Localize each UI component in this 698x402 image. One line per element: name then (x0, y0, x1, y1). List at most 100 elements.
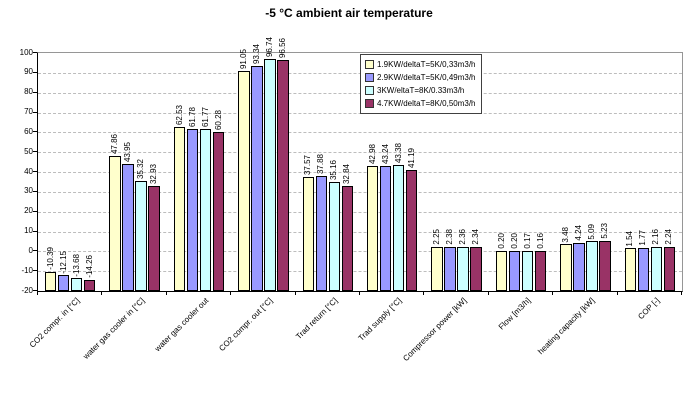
value-label: 5.23 (599, 223, 609, 239)
y-axis-tick (33, 230, 37, 232)
y-axis-tick (33, 151, 37, 153)
bar (212, 131, 225, 291)
value-label: 32.93 (149, 164, 159, 185)
bar (521, 250, 534, 291)
y-axis-tick (33, 131, 37, 133)
value-label: -14.26 (84, 254, 94, 278)
gridline (38, 231, 682, 233)
bar (560, 244, 572, 291)
legend-item: 3KW/eltaT=8K/0.33m3/h (365, 84, 476, 97)
y-axis-tick (33, 250, 37, 252)
bar (650, 247, 663, 291)
value-label: -12.15 (58, 250, 68, 274)
y-axis-tick-label: 80 (24, 87, 33, 97)
x-axis-tick (230, 291, 232, 295)
legend-series-label: 4.7KW/deltaT=8K/0,50m3/h (377, 99, 476, 108)
value-label: 43.24 (380, 143, 390, 164)
legend-item: 1.9KW/deltaT=5K/0,33m3/h (365, 58, 476, 71)
bar (264, 59, 276, 291)
bar (199, 128, 212, 291)
gridline (38, 251, 682, 253)
value-label: 62.53 (174, 105, 184, 126)
y-axis-tick-label: 10 (24, 226, 33, 235)
category-label: CO2 compr. in [°C] (27, 296, 82, 350)
x-axis-tick (294, 291, 296, 295)
bar (57, 275, 70, 291)
value-label: -10.39 (45, 247, 55, 270)
y-axis-tick (33, 91, 37, 93)
value-label: 43.38 (393, 143, 403, 164)
y-axis-tick (33, 52, 37, 53)
bar (341, 186, 354, 291)
y-axis-tick-label: 0 (28, 245, 33, 255)
y-axis-tick (33, 111, 37, 113)
bar (508, 250, 521, 291)
bar (470, 246, 482, 291)
x-axis-tick (616, 291, 618, 295)
value-label: 1.77 (638, 230, 648, 246)
value-label: 0.16 (535, 233, 545, 250)
value-label: 2.36 (458, 229, 468, 245)
legend-series-label: 2.9KW/deltaT=5K/0,49m3/h (377, 73, 476, 82)
value-label: 4.24 (573, 225, 583, 241)
gridline (38, 211, 682, 213)
y-axis-tick (33, 210, 37, 212)
bar (599, 240, 611, 291)
y-axis-tick-label: -20 (21, 285, 33, 295)
bar (328, 181, 341, 291)
bar (663, 246, 676, 291)
y-axis-tick (33, 290, 37, 291)
value-label: 41.19 (406, 147, 416, 168)
y-axis-tick-label: 40 (24, 166, 33, 176)
value-label: 93.34 (251, 44, 261, 65)
bar (495, 250, 508, 291)
bar (109, 156, 121, 291)
value-label: 3.48 (560, 226, 570, 243)
value-label: 0.20 (496, 233, 506, 249)
value-label: 2.25 (432, 229, 442, 245)
y-axis-tick-label: 20 (24, 206, 33, 216)
value-label: 1.54 (625, 230, 635, 247)
value-label: 96.74 (264, 37, 274, 58)
value-label: 2.38 (445, 229, 455, 245)
x-axis-tick (423, 291, 425, 295)
bar (251, 66, 263, 291)
legend-item: 2.9KW/deltaT=5K/0,49m3/h (365, 71, 476, 84)
value-label: 0.17 (522, 233, 532, 249)
value-label: 60.28 (213, 109, 223, 130)
value-label: 91.05 (238, 48, 248, 69)
bar (135, 181, 147, 291)
bar (277, 59, 289, 291)
bar (586, 241, 598, 291)
y-axis-tick (33, 171, 37, 172)
bar (70, 278, 83, 291)
legend-swatch (365, 99, 374, 108)
value-label: 47.86 (110, 134, 120, 155)
value-label: 32.84 (342, 164, 352, 185)
value-label: 43.95 (123, 142, 133, 163)
y-axis-tick (33, 190, 37, 192)
value-label: 42.98 (367, 144, 377, 165)
legend: 1.9KW/deltaT=5K/0,33m3/h 2.9KW/deltaT=5K/… (360, 54, 482, 114)
gridline (38, 132, 682, 134)
bar (173, 127, 186, 291)
bar (534, 251, 547, 291)
chart-title: -5 °C ambient air temperature (265, 6, 433, 20)
x-axis-tick (359, 291, 360, 295)
y-axis-tick (33, 71, 37, 73)
y-axis-tick-label: 50 (24, 146, 33, 156)
bar (457, 246, 469, 291)
value-label: 35.32 (136, 159, 146, 180)
bar (379, 165, 392, 291)
gridline (38, 152, 682, 154)
legend-series-label: 1.9KW/deltaT=5K/0,33m3/h (377, 60, 476, 69)
value-label: 61.78 (187, 106, 197, 127)
x-axis-tick (37, 291, 38, 295)
y-axis-tick-label: 90 (24, 67, 33, 77)
y-axis-tick-label: -10 (21, 265, 33, 275)
legend-swatch (365, 73, 374, 82)
bar (637, 247, 650, 291)
bar (431, 246, 443, 291)
legend-swatch (365, 60, 374, 69)
bar (444, 246, 456, 291)
